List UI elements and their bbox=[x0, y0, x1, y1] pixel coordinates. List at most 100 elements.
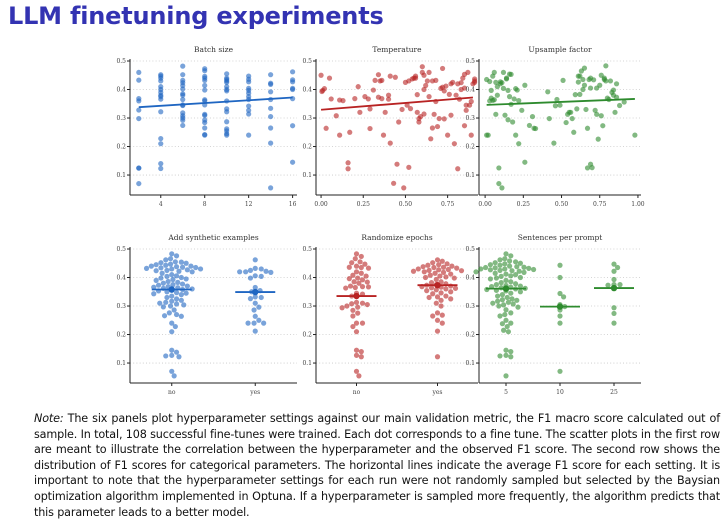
data-point bbox=[375, 72, 382, 78]
data-point bbox=[445, 132, 451, 138]
data-point bbox=[136, 77, 142, 83]
data-point bbox=[517, 289, 523, 295]
data-point bbox=[508, 279, 514, 285]
data-point bbox=[427, 272, 433, 278]
x-tick-label: yes bbox=[431, 389, 442, 396]
data-point bbox=[358, 354, 364, 360]
data-point bbox=[517, 283, 523, 289]
data-point bbox=[434, 123, 441, 130]
data-point bbox=[603, 63, 609, 69]
data-point bbox=[516, 141, 522, 147]
x-tick-label: no bbox=[168, 389, 176, 396]
data-point bbox=[592, 107, 598, 113]
data-point bbox=[587, 85, 594, 91]
data-point bbox=[487, 267, 493, 273]
data-point bbox=[394, 161, 400, 167]
data-point bbox=[252, 265, 258, 271]
data-point bbox=[490, 300, 496, 306]
panel-3: Upsample factor 0.1 0.2 0.3 0.4 0.5 0.00 0.25 0.… bbox=[465, 45, 644, 208]
data-point bbox=[508, 320, 514, 326]
x-tick-label: 0.50 bbox=[399, 201, 413, 208]
data-point bbox=[359, 284, 366, 290]
data-point bbox=[510, 301, 516, 307]
data-point bbox=[412, 75, 419, 81]
panel-6: Sentences per prompt 0.1 0.2 0.3 0.4 0.5 5 10 25 bbox=[465, 233, 641, 396]
data-point bbox=[202, 82, 208, 89]
data-point bbox=[500, 85, 507, 91]
data-point bbox=[605, 282, 611, 288]
y-tick-label: 0.2 bbox=[302, 332, 312, 339]
data-point bbox=[597, 82, 603, 88]
data-point bbox=[443, 293, 449, 299]
data-point bbox=[268, 185, 274, 191]
y-tick-label: 0.1 bbox=[302, 172, 312, 179]
data-point bbox=[178, 259, 184, 265]
data-point bbox=[561, 294, 567, 300]
panel-5: Randomize epochs 0.1 0.2 0.3 0.4 0.5 no yes bbox=[302, 233, 478, 396]
data-point bbox=[514, 297, 520, 303]
data-point bbox=[441, 88, 447, 94]
data-point bbox=[166, 310, 172, 316]
data-point bbox=[163, 262, 169, 268]
data-point bbox=[357, 259, 363, 265]
data-point bbox=[426, 94, 432, 100]
data-point bbox=[179, 281, 186, 287]
data-point bbox=[428, 285, 435, 291]
data-point bbox=[429, 125, 436, 131]
data-point bbox=[580, 86, 586, 93]
data-point bbox=[337, 132, 343, 138]
data-point bbox=[434, 310, 441, 316]
data-point bbox=[505, 87, 511, 93]
data-point bbox=[452, 285, 459, 291]
data-point bbox=[496, 165, 502, 171]
data-point bbox=[428, 136, 434, 142]
data-point bbox=[359, 300, 366, 306]
data-point bbox=[526, 265, 532, 271]
data-point bbox=[439, 258, 445, 264]
data-point bbox=[352, 256, 358, 262]
data-point bbox=[436, 262, 442, 268]
data-point bbox=[497, 267, 503, 273]
trend-line bbox=[138, 96, 293, 109]
data-point bbox=[169, 251, 175, 257]
data-point bbox=[159, 270, 165, 276]
data-point bbox=[598, 113, 604, 119]
data-point bbox=[445, 266, 451, 273]
data-point bbox=[430, 291, 436, 297]
data-point bbox=[358, 253, 364, 260]
data-point bbox=[224, 79, 230, 85]
data-point bbox=[503, 347, 509, 353]
trend-line bbox=[320, 96, 474, 111]
data-point bbox=[502, 261, 508, 267]
data-point bbox=[488, 87, 494, 93]
data-point bbox=[448, 112, 454, 118]
data-point bbox=[472, 76, 478, 82]
data-point bbox=[173, 273, 180, 279]
data-point bbox=[258, 266, 264, 272]
data-point bbox=[224, 109, 230, 115]
data-point bbox=[448, 271, 454, 277]
data-point bbox=[180, 122, 186, 129]
data-point bbox=[509, 268, 515, 274]
data-point bbox=[176, 268, 182, 274]
data-point bbox=[333, 113, 339, 119]
data-point bbox=[504, 323, 510, 330]
data-point bbox=[568, 109, 574, 115]
data-point bbox=[167, 256, 174, 262]
data-point bbox=[356, 373, 362, 379]
data-point bbox=[497, 262, 503, 268]
data-point bbox=[441, 116, 447, 122]
data-point bbox=[498, 280, 504, 286]
data-point bbox=[510, 119, 516, 125]
data-point bbox=[508, 71, 514, 77]
panel-title: Temperature bbox=[372, 45, 422, 54]
panel-title: Sentences per prompt bbox=[518, 233, 603, 242]
data-point bbox=[328, 96, 334, 102]
data-point bbox=[557, 368, 563, 374]
data-point bbox=[513, 272, 519, 278]
data-point bbox=[197, 266, 204, 272]
data-point bbox=[268, 113, 274, 120]
y-tick-label: 0.5 bbox=[116, 246, 126, 253]
data-point bbox=[572, 92, 578, 98]
data-point bbox=[617, 102, 623, 109]
